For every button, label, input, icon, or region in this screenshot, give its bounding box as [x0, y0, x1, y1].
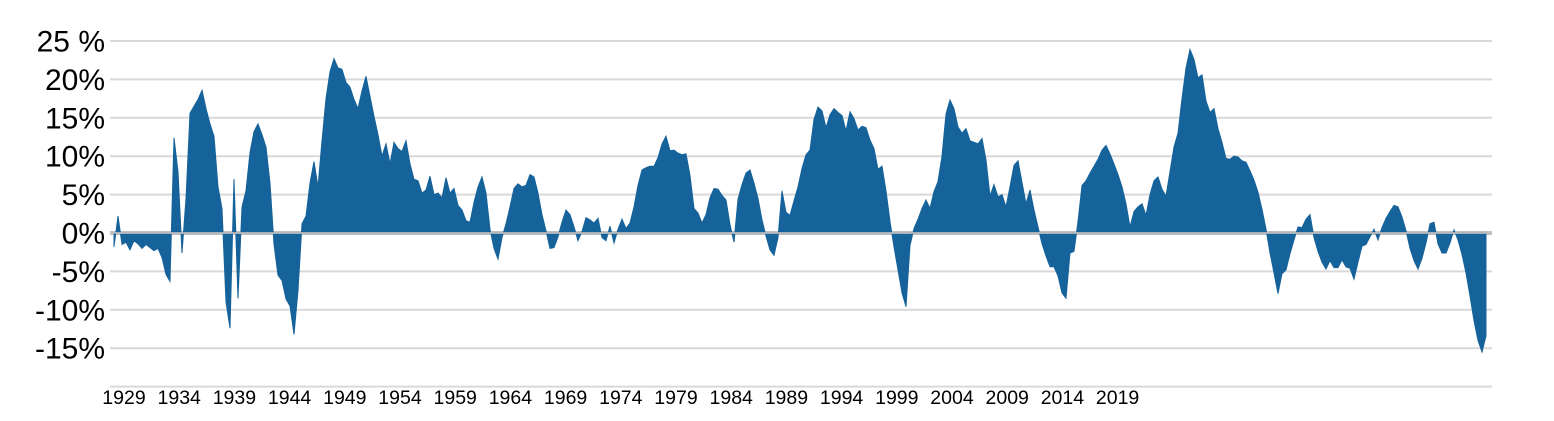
x-axis-tick-label: 1964 — [489, 387, 533, 409]
x-axis-tick-label: 1984 — [710, 387, 754, 409]
y-axis-tick-label: 0% — [62, 218, 105, 251]
x-axis-tick-label: 1929 — [102, 387, 145, 409]
x-axis-tick-label: 1949 — [323, 387, 366, 409]
y-axis-tick-label: -10% — [35, 294, 105, 327]
series-area — [113, 47, 1487, 354]
x-axis-tick-label: 1974 — [599, 387, 643, 409]
x-axis-tick-label: 1994 — [820, 387, 864, 409]
x-axis-tick-label: 1999 — [875, 387, 918, 409]
x-axis-tick-label: 1944 — [268, 387, 312, 409]
y-axis-tick-label: 25 % — [37, 26, 105, 59]
y-axis-tick-label: -15% — [35, 333, 105, 366]
x-axis-tick-label: 2014 — [1041, 387, 1085, 409]
x-axis-tick-label: 1959 — [434, 387, 477, 409]
y-axis-tick-label: 20% — [45, 64, 105, 97]
y-axis-tick-label: 15% — [45, 102, 105, 135]
x-axis-tick-label: 2019 — [1096, 387, 1139, 409]
y-axis-tick-label: -5% — [52, 256, 105, 289]
x-axis-tick-label: 2009 — [986, 387, 1029, 409]
x-axis-tick-label: 1969 — [544, 387, 587, 409]
x-axis-tick-label: 1934 — [158, 387, 202, 409]
x-axis-tick-label: 1979 — [654, 387, 697, 409]
y-axis-tick-label: 10% — [45, 141, 105, 174]
x-axis-tick-label: 2004 — [930, 387, 974, 409]
x-axis-tick-label: 1989 — [765, 387, 808, 409]
y-axis-tick-label: 5% — [62, 179, 105, 212]
x-axis-tick-label: 1954 — [378, 387, 422, 409]
x-axis-tick-label: 1939 — [213, 387, 256, 409]
